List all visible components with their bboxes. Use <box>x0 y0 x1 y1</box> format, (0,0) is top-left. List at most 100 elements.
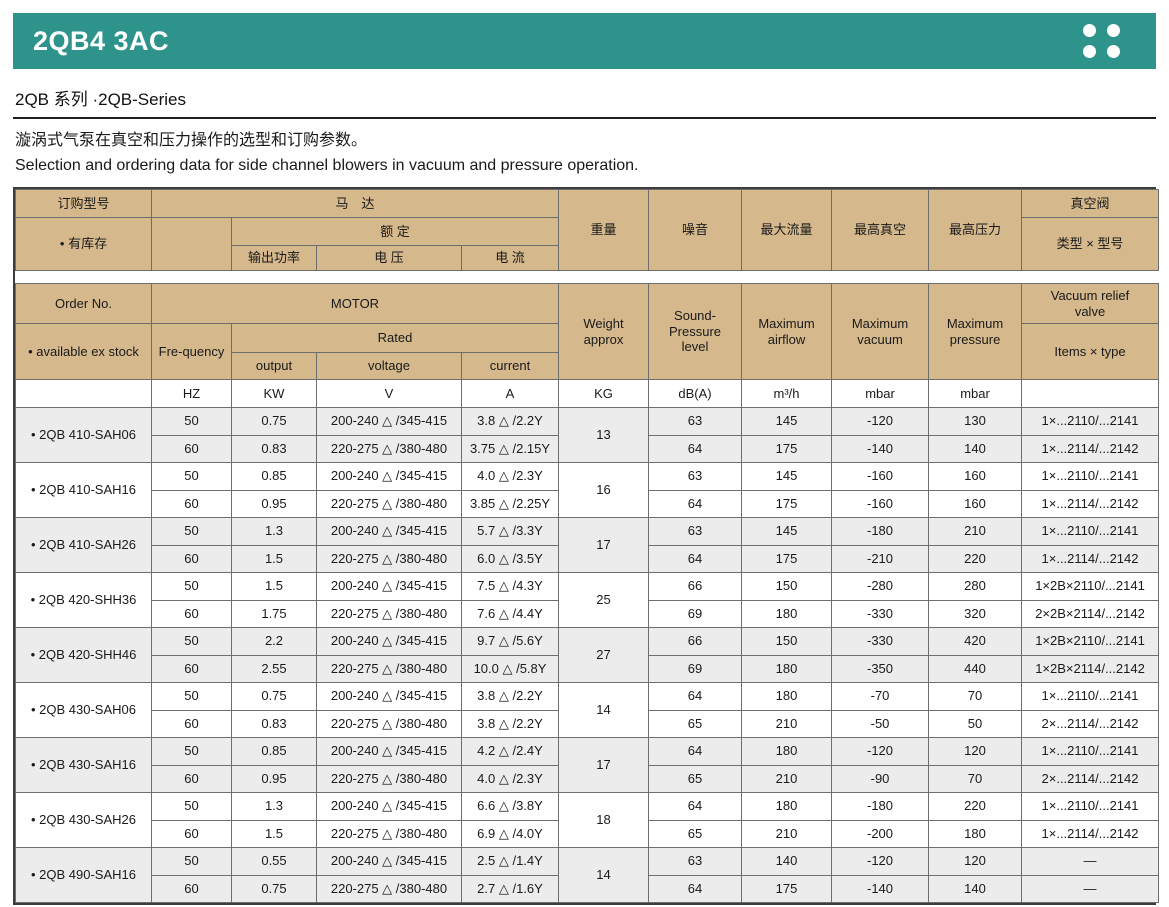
airflow-cell: 175 <box>741 544 833 573</box>
valve-cell: 2×...2114/...2142 <box>1021 764 1160 793</box>
vacuum-cell: -70 <box>831 682 930 711</box>
valve-cell: 1×...2110/...2141 <box>1021 682 1160 711</box>
page-title: 2QB4 3AC <box>33 25 170 56</box>
model-cell: • 2QB 430-SAH26 <box>15 792 152 848</box>
frequency-cell: 60 <box>151 434 232 463</box>
pressure-cell: 160 <box>928 489 1023 518</box>
dot-icon <box>1083 24 1096 37</box>
current-cell: 6.9 △ /4.0Y <box>460 819 560 848</box>
pressure-cell: 420 <box>928 627 1023 656</box>
spec-table: 订购型号 马 达 重量 噪音 最大流量 最高真空 最高压力 真空阀 • 有库存 … <box>13 187 1160 905</box>
description-zh: 漩涡式气泵在真空和压力操作的选型和订购参数。 <box>15 132 368 149</box>
valve-cell: 1×...2114/...2142 <box>1021 819 1160 848</box>
current-cell: 4.0 △ /2.3Y <box>460 764 560 793</box>
voltage-cell: 200-240 △ /345-415 <box>316 682 462 711</box>
sound-level-cell: 69 <box>648 599 743 628</box>
vacuum-cell: -200 <box>831 819 930 848</box>
spec-row: 60 1.5 220-275 △ /380-480 6.0 △ /3.5Y 64 175-… <box>16 544 1160 573</box>
voltage-cell: 220-275 △ /380-480 <box>316 764 462 793</box>
current-cell: 3.8 △ /2.2Y <box>460 407 560 436</box>
spec-row: 60 0.83 220-275 △ /380-480 3.75 △ /2.15Y 64 1… <box>16 434 1160 463</box>
voltage-cell: 200-240 △ /345-415 <box>316 737 462 766</box>
spec-row: • 2QB 490-SAH16 50 0.55 200-240 △ /345-415 2… <box>15 847 1160 903</box>
valve-cell: 1×...2110/...2141 <box>1021 462 1160 491</box>
frequency-cell: 50 <box>151 407 232 436</box>
unit-cell: KW <box>231 379 317 408</box>
output-cell: 1.3 <box>231 792 317 821</box>
vacuum-cell: -350 <box>831 654 930 683</box>
output-cell: 2.55 <box>231 654 317 683</box>
voltage-cell: 200-240 △ /345-415 <box>316 572 462 601</box>
col-frequency-blank-zh <box>151 217 232 271</box>
model-cell: • 2QB 490-SAH16 <box>15 847 152 903</box>
voltage-cell: 220-275 △ /380-480 <box>316 819 462 848</box>
col-valve-type-en: Items × type <box>1021 323 1160 380</box>
weight-cell: 18 <box>558 792 650 848</box>
voltage-cell: 220-275 △ /380-480 <box>316 654 462 683</box>
unit-cell <box>1021 379 1160 408</box>
divider-line <box>13 117 1156 119</box>
output-cell: 0.95 <box>231 489 317 518</box>
current-cell: 3.8 △ /2.2Y <box>460 709 560 738</box>
valve-cell: 2×2B×2114/...2142 <box>1021 599 1160 628</box>
col-stock-en: • available ex stock <box>15 323 152 380</box>
spec-row: 60 1.75 220-275 △ /380-480 7.6 △ /4.4Y 69 180… <box>16 599 1160 628</box>
airflow-cell: 180 <box>741 792 833 821</box>
current-cell: 3.85 △ /2.25Y <box>460 489 560 518</box>
valve-cell: 1×...2114/...2142 <box>1021 544 1160 573</box>
sound-level-cell: 64 <box>648 737 743 766</box>
pressure-cell: 210 <box>928 517 1023 546</box>
vacuum-cell: -120 <box>831 847 930 876</box>
current-cell: 9.7 △ /5.6Y <box>460 627 560 656</box>
current-cell: 2.7 △ /1.6Y <box>460 874 560 903</box>
vacuum-cell: -120 <box>831 407 930 436</box>
col-weight-en: Weight approx <box>558 283 650 380</box>
description-en: Selection and ordering data for side cha… <box>15 157 639 174</box>
col-frequency-en: Fre-quency <box>151 323 232 380</box>
current-cell: 10.0 △ /5.8Y <box>460 654 560 683</box>
unit-cell: V <box>316 379 462 408</box>
vacuum-cell: -330 <box>831 627 930 656</box>
output-cell: 1.5 <box>231 544 317 573</box>
frequency-cell: 50 <box>151 517 232 546</box>
col-max-airflow-zh: 最大流量 <box>741 189 833 271</box>
airflow-cell: 180 <box>741 682 833 711</box>
current-cell: 2.5 △ /1.4Y <box>460 847 560 876</box>
sound-level-cell: 65 <box>648 764 743 793</box>
airflow-cell: 180 <box>741 654 833 683</box>
pressure-cell: 180 <box>928 819 1023 848</box>
voltage-cell: 220-275 △ /380-480 <box>316 599 462 628</box>
spec-row: 60 2.55 220-275 △ /380-480 10.0 △ /5.8Y 69 18… <box>16 654 1160 683</box>
col-max-vacuum-zh: 最高真空 <box>831 189 930 271</box>
airflow-cell: 175 <box>741 489 833 518</box>
voltage-cell: 200-240 △ /345-415 <box>316 847 462 876</box>
spec-row: • 2QB 430-SAH26 50 1.3 200-240 △ /345-415 6.… <box>15 792 1160 848</box>
voltage-cell: 220-275 △ /380-480 <box>316 874 462 903</box>
valve-cell: — <box>1021 874 1160 903</box>
spec-row: • 2QB 420-SHH46 50 2.2 200-240 △ /345-415 9.… <box>15 627 1160 683</box>
vacuum-cell: -160 <box>831 462 930 491</box>
voltage-cell: 200-240 △ /345-415 <box>316 407 462 436</box>
weight-cell: 14 <box>558 682 650 738</box>
col-weight-zh: 重量 <box>558 189 650 271</box>
output-cell: 1.3 <box>231 517 317 546</box>
pressure-cell: 70 <box>928 764 1023 793</box>
output-cell: 0.75 <box>231 682 317 711</box>
dot-icon <box>1083 45 1096 58</box>
pressure-cell: 130 <box>928 407 1023 436</box>
col-motor-zh: 马 达 <box>150 189 560 218</box>
unit-cell: mbar <box>831 379 930 408</box>
current-cell: 7.6 △ /4.4Y <box>460 599 560 628</box>
unit-cell: A <box>460 379 560 408</box>
col-valve-en: Vacuum relief valve <box>1021 283 1160 324</box>
header-spacer <box>15 270 1159 284</box>
weight-cell: 17 <box>558 517 650 573</box>
spec-row: • 2QB 420-SHH36 50 1.5 200-240 △ /345-415 7.… <box>15 572 1160 628</box>
series-heading: 2QB 系列 ·2QB-Series <box>15 90 186 109</box>
sound-level-cell: 63 <box>648 847 743 876</box>
airflow-cell: 180 <box>741 737 833 766</box>
voltage-cell: 200-240 △ /345-415 <box>316 517 462 546</box>
sound-level-cell: 66 <box>648 627 743 656</box>
frequency-cell: 50 <box>151 792 232 821</box>
